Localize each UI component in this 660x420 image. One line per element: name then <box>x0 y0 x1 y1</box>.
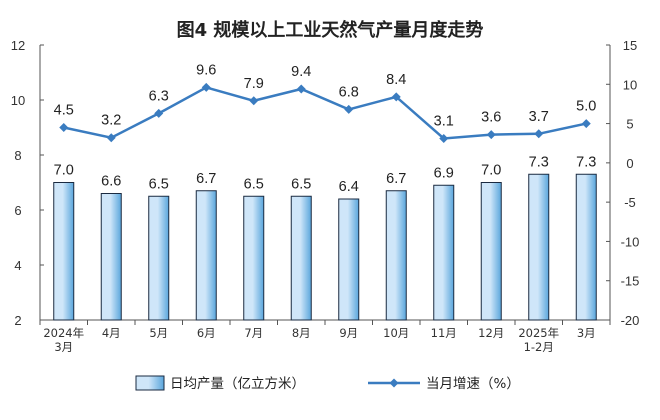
bar-value-label: 6.6 <box>101 174 121 190</box>
y-left-tick-label: 10 <box>11 93 25 108</box>
y-right-tick-label: -10 <box>621 234 640 249</box>
line-point <box>59 123 69 132</box>
bar <box>243 195 265 321</box>
line-value-label: 6.8 <box>339 84 359 100</box>
y-left-tick-label: 12 <box>11 38 25 53</box>
bar <box>528 173 550 321</box>
data-labels: 7.0 6.6 6.5 6.7 6.5 6.5 6.4 6.7 6.9 7.0 7.3 7.3 4.5 3… <box>54 62 597 195</box>
line-point <box>106 133 116 143</box>
bar-value-label: 6.7 <box>386 171 406 187</box>
bar <box>385 190 407 321</box>
bar <box>290 195 312 321</box>
bar <box>480 182 502 321</box>
line-point <box>486 130 496 140</box>
line-value-label: 9.6 <box>196 62 216 78</box>
bar-value-label: 6.4 <box>339 179 359 195</box>
legend-bar-swatch <box>135 375 165 391</box>
y-left-tick-label: 6 <box>14 203 21 218</box>
legend-bar-label: 日均产量（亿立方米） <box>170 376 305 392</box>
bar-value-label: 6.9 <box>434 165 454 181</box>
x-tick-label: 8月 <box>292 326 311 340</box>
y-left-tick-label: 2 <box>14 313 21 328</box>
x-tick-label: 5月 <box>149 326 168 340</box>
line-point <box>201 82 211 92</box>
bar-value-label: 6.5 <box>244 176 264 192</box>
line-value-label: 3.2 <box>101 113 121 129</box>
y-left-tick-label: 8 <box>14 148 21 163</box>
chart-title: 图4 规模以上工业天然气产量月度走势 <box>177 19 484 41</box>
x-tick-label: 11月 <box>431 326 457 340</box>
x-tick-label: 6月 <box>197 326 216 340</box>
line-point <box>391 92 401 102</box>
bar <box>148 195 170 321</box>
x-tick-label: 9月 <box>339 326 358 340</box>
bar-value-label: 7.0 <box>481 163 501 179</box>
growth-line <box>63 86 587 140</box>
line-value-label: 7.9 <box>244 76 264 92</box>
y-right-tick-label: -5 <box>624 195 636 210</box>
bar <box>195 190 217 321</box>
line-point <box>154 108 164 118</box>
bar <box>433 184 455 321</box>
bar-series <box>53 173 597 321</box>
bar-value-label: 6.7 <box>196 171 216 187</box>
line-value-label: 9.4 <box>291 64 311 80</box>
bar <box>53 182 75 321</box>
bar-value-label: 6.5 <box>291 176 311 192</box>
y-right-tick-label: -15 <box>621 274 640 289</box>
bar <box>100 193 122 321</box>
line-series <box>59 82 591 143</box>
line-value-label: 3.1 <box>434 114 454 130</box>
y-right-tick-label: 0 <box>626 156 633 171</box>
x-tick-label: 3月 <box>54 340 73 354</box>
x-tick-label: 12月 <box>478 326 504 340</box>
bar <box>575 173 597 321</box>
x-tick-label: 4月 <box>102 326 121 340</box>
line-point <box>439 134 449 143</box>
x-tick-label: 2024年 <box>43 326 84 340</box>
line-point <box>581 119 591 129</box>
y-right-tick-label: -20 <box>621 313 640 328</box>
legend-line-label: 当月增速（%） <box>426 376 520 392</box>
line-value-label: 4.5 <box>54 103 74 119</box>
line-point <box>534 129 544 139</box>
line-value-label: 3.7 <box>529 109 549 125</box>
y-right-tick-label: 5 <box>626 117 633 132</box>
x-tick-label: 3月 <box>577 326 596 340</box>
x-tick-label: 1-2月 <box>524 340 554 354</box>
line-point <box>344 104 354 114</box>
y-left-tick-label: 4 <box>14 258 21 273</box>
line-point <box>296 84 306 94</box>
x-tick-label: 2025年 <box>518 326 559 340</box>
legend: 日均产量（亿立方米） 当月增速（%） <box>135 375 520 392</box>
line-value-label: 3.6 <box>481 110 501 126</box>
bar-value-label: 7.3 <box>529 154 549 170</box>
y-right-tick-label: 15 <box>623 38 637 53</box>
bar-value-label: 7.0 <box>54 163 74 179</box>
x-tick-label: 10月 <box>383 326 409 340</box>
bar-value-label: 6.5 <box>149 176 169 192</box>
y-right-tick-label: 10 <box>623 77 637 92</box>
bar <box>338 198 360 321</box>
x-tick-label: 7月 <box>244 326 263 340</box>
line-point <box>249 96 259 106</box>
line-value-label: 8.4 <box>386 72 406 88</box>
bar-value-label: 7.3 <box>576 154 596 170</box>
line-value-label: 6.3 <box>149 88 169 104</box>
legend-line-marker <box>389 378 399 388</box>
line-value-label: 5.0 <box>576 99 596 115</box>
